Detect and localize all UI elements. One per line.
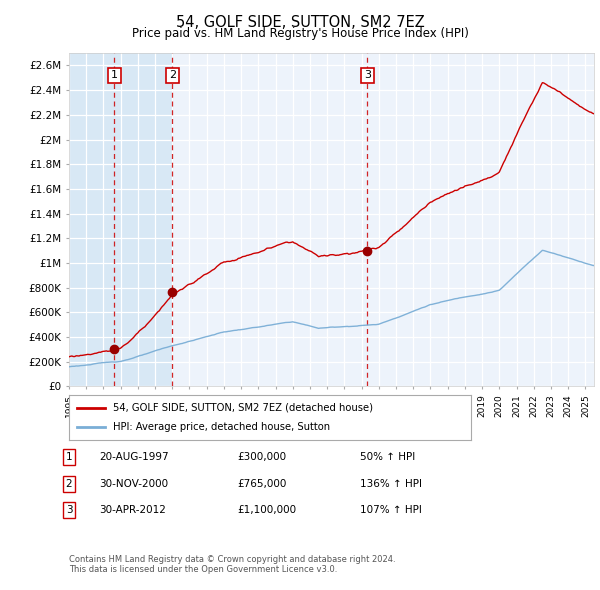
Text: 3: 3 <box>65 506 73 515</box>
Text: 30-NOV-2000: 30-NOV-2000 <box>99 479 168 489</box>
Text: 136% ↑ HPI: 136% ↑ HPI <box>360 479 422 489</box>
Text: Contains HM Land Registry data © Crown copyright and database right 2024.: Contains HM Land Registry data © Crown c… <box>69 555 395 563</box>
Text: 3: 3 <box>364 70 371 80</box>
Text: 30-APR-2012: 30-APR-2012 <box>99 506 166 515</box>
Text: £1,100,000: £1,100,000 <box>237 506 296 515</box>
Text: 50% ↑ HPI: 50% ↑ HPI <box>360 453 415 462</box>
Text: 54, GOLF SIDE, SUTTON, SM2 7EZ: 54, GOLF SIDE, SUTTON, SM2 7EZ <box>176 15 424 30</box>
Text: £300,000: £300,000 <box>237 453 286 462</box>
Text: 54, GOLF SIDE, SUTTON, SM2 7EZ (detached house): 54, GOLF SIDE, SUTTON, SM2 7EZ (detached… <box>113 403 373 412</box>
Text: Price paid vs. HM Land Registry's House Price Index (HPI): Price paid vs. HM Land Registry's House … <box>131 27 469 40</box>
Text: 107% ↑ HPI: 107% ↑ HPI <box>360 506 422 515</box>
Text: 1: 1 <box>111 70 118 80</box>
Text: This data is licensed under the Open Government Licence v3.0.: This data is licensed under the Open Gov… <box>69 565 337 574</box>
Bar <box>69 53 172 386</box>
Text: HPI: Average price, detached house, Sutton: HPI: Average price, detached house, Sutt… <box>113 422 331 432</box>
Text: 1: 1 <box>65 453 73 462</box>
Text: 2: 2 <box>65 479 73 489</box>
Text: £765,000: £765,000 <box>237 479 286 489</box>
Text: 2: 2 <box>169 70 176 80</box>
Text: 20-AUG-1997: 20-AUG-1997 <box>99 453 169 462</box>
